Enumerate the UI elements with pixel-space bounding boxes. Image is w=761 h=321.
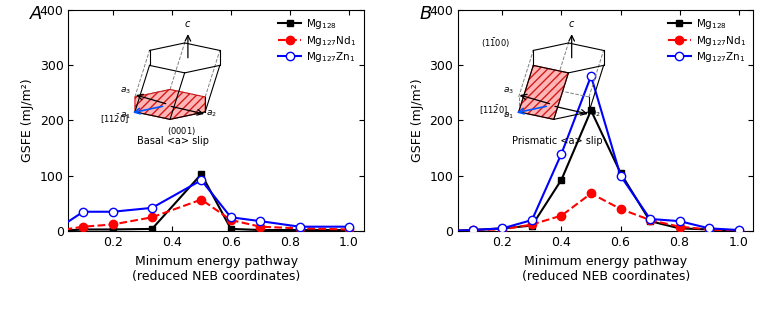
Mg$_{127}$Zn$_1$ bbox=[705, 226, 714, 230]
Mg$_{127}$Nd$_1$ bbox=[675, 225, 684, 229]
Legend: Mg$_{128}$, Mg$_{127}$Nd$_1$, Mg$_{127}$Zn$_1$: Mg$_{128}$, Mg$_{127}$Nd$_1$, Mg$_{127}$… bbox=[666, 15, 748, 66]
Mg$_{127}$Nd$_1$ bbox=[616, 207, 625, 211]
Mg$_{127}$Zn$_1$ bbox=[226, 215, 235, 219]
Mg$_{128}$ bbox=[148, 227, 157, 231]
Mg$_{127}$Nd$_1$ bbox=[705, 228, 714, 231]
X-axis label: Minimum energy pathway
(reduced NEB coordinates): Minimum energy pathway (reduced NEB coor… bbox=[132, 255, 301, 282]
Mg$_{127}$Nd$_1$ bbox=[49, 229, 59, 233]
Mg$_{128}$ bbox=[557, 178, 566, 182]
Mg$_{128}$ bbox=[468, 228, 477, 232]
Mg$_{128}$ bbox=[439, 229, 448, 233]
Mg$_{127}$Nd$_1$ bbox=[557, 214, 566, 218]
Mg$_{127}$Zn$_1$ bbox=[256, 219, 265, 223]
Mg$_{127}$Nd$_1$ bbox=[439, 229, 448, 233]
Mg$_{127}$Zn$_1$ bbox=[616, 174, 625, 178]
Line: Mg$_{127}$Nd$_1$: Mg$_{127}$Nd$_1$ bbox=[49, 195, 353, 235]
Mg$_{128}$ bbox=[616, 171, 625, 175]
Mg$_{127}$Nd$_1$ bbox=[197, 198, 206, 202]
Mg$_{128}$ bbox=[256, 228, 265, 232]
Mg$_{127}$Zn$_1$ bbox=[498, 226, 507, 230]
Mg$_{128}$ bbox=[197, 172, 206, 176]
Mg$_{128}$ bbox=[498, 226, 507, 230]
Mg$_{128}$ bbox=[345, 228, 354, 232]
Mg$_{127}$Nd$_1$ bbox=[498, 228, 507, 231]
Mg$_{127}$Zn$_1$ bbox=[345, 225, 354, 229]
Mg$_{128}$ bbox=[734, 229, 743, 233]
Mg$_{127}$Nd$_1$ bbox=[108, 222, 117, 226]
Mg$_{128}$ bbox=[295, 228, 304, 232]
Mg$_{127}$Zn$_1$ bbox=[197, 178, 206, 182]
Mg$_{127}$Nd$_1$ bbox=[148, 215, 157, 219]
Mg$_{127}$Nd$_1$ bbox=[645, 218, 654, 222]
Mg$_{128}$ bbox=[587, 108, 596, 112]
Line: Mg$_{127}$Zn$_1$: Mg$_{127}$Zn$_1$ bbox=[49, 176, 353, 235]
Mg$_{127}$Nd$_1$ bbox=[468, 228, 477, 232]
Mg$_{127}$Zn$_1$ bbox=[295, 225, 304, 229]
Line: Mg$_{127}$Nd$_1$: Mg$_{127}$Nd$_1$ bbox=[439, 189, 743, 235]
Mg$_{127}$Nd$_1$ bbox=[345, 228, 354, 231]
Mg$_{127}$Nd$_1$ bbox=[78, 225, 88, 229]
Mg$_{127}$Nd$_1$ bbox=[295, 226, 304, 230]
Mg$_{127}$Zn$_1$ bbox=[108, 210, 117, 214]
Y-axis label: GSFE (mJ/m²): GSFE (mJ/m²) bbox=[21, 79, 34, 162]
Mg$_{127}$Nd$_1$ bbox=[226, 218, 235, 222]
Mg$_{128}$ bbox=[226, 227, 235, 231]
Mg$_{128}$ bbox=[78, 228, 88, 231]
Mg$_{128}$ bbox=[49, 229, 59, 233]
Mg$_{128}$ bbox=[645, 219, 654, 223]
Mg$_{127}$Zn$_1$ bbox=[587, 74, 596, 78]
Line: Mg$_{127}$Zn$_1$: Mg$_{127}$Zn$_1$ bbox=[439, 72, 743, 235]
Line: Mg$_{128}$: Mg$_{128}$ bbox=[440, 107, 742, 235]
Mg$_{128}$ bbox=[108, 228, 117, 231]
Mg$_{127}$Zn$_1$ bbox=[527, 218, 537, 222]
X-axis label: Minimum energy pathway
(reduced NEB coordinates): Minimum energy pathway (reduced NEB coor… bbox=[521, 255, 690, 282]
Mg$_{127}$Zn$_1$ bbox=[78, 210, 88, 214]
Text: A: A bbox=[30, 5, 43, 23]
Mg$_{127}$Zn$_1$ bbox=[557, 152, 566, 156]
Mg$_{128}$ bbox=[527, 224, 537, 228]
Mg$_{127}$Zn$_1$ bbox=[439, 229, 448, 233]
Legend: Mg$_{128}$, Mg$_{127}$Nd$_1$, Mg$_{127}$Zn$_1$: Mg$_{128}$, Mg$_{127}$Nd$_1$, Mg$_{127}$… bbox=[276, 15, 358, 66]
Mg$_{127}$Nd$_1$ bbox=[256, 225, 265, 229]
Mg$_{127}$Zn$_1$ bbox=[148, 206, 157, 210]
Mg$_{127}$Nd$_1$ bbox=[527, 222, 537, 226]
Mg$_{127}$Zn$_1$ bbox=[734, 228, 743, 232]
Mg$_{127}$Zn$_1$ bbox=[645, 217, 654, 221]
Line: Mg$_{128}$: Mg$_{128}$ bbox=[50, 171, 352, 235]
Mg$_{128}$ bbox=[675, 226, 684, 230]
Mg$_{127}$Zn$_1$ bbox=[468, 228, 477, 232]
Mg$_{127}$Zn$_1$ bbox=[675, 219, 684, 223]
Mg$_{127}$Zn$_1$ bbox=[49, 229, 59, 233]
Mg$_{128}$ bbox=[705, 228, 714, 231]
Mg$_{127}$Nd$_1$ bbox=[734, 229, 743, 233]
Mg$_{127}$Nd$_1$ bbox=[587, 192, 596, 195]
Y-axis label: GSFE (mJ/m²): GSFE (mJ/m²) bbox=[411, 79, 424, 162]
Text: B: B bbox=[420, 5, 432, 23]
